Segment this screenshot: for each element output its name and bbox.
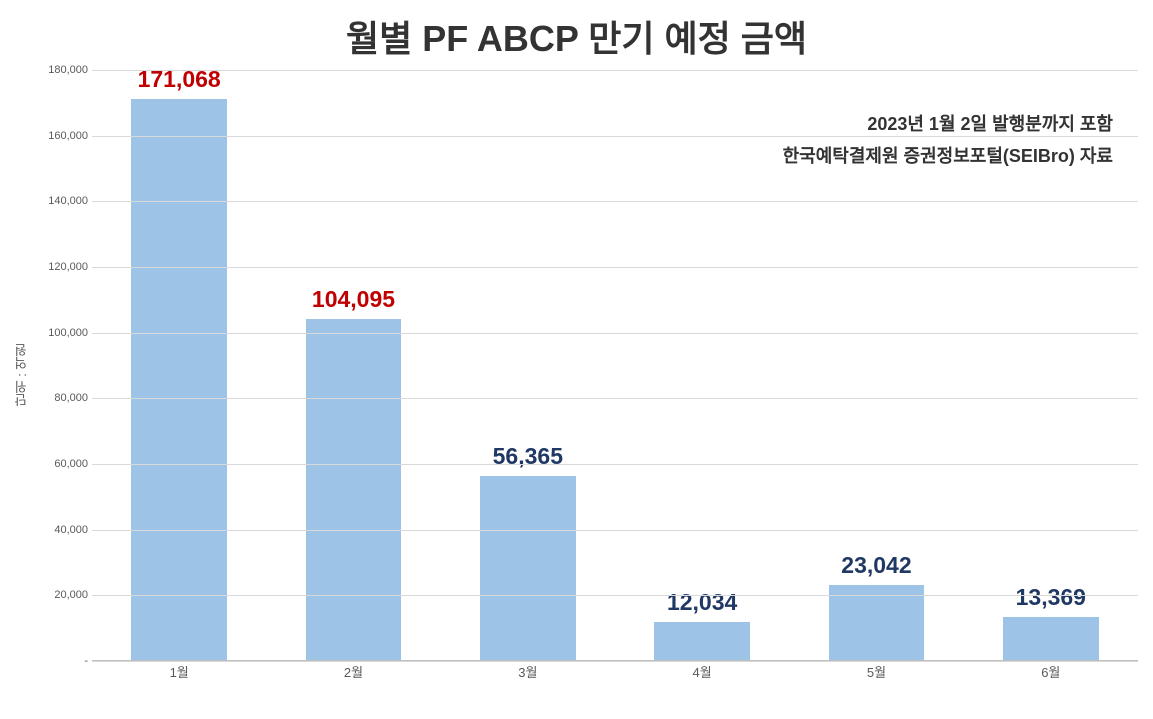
y-tick-label: 100,000 — [48, 327, 88, 339]
gridline — [92, 333, 1138, 334]
chart-title: 월별 PF ABCP 만기 예정 금액 — [0, 0, 1153, 62]
bar-value-label: 104,095 — [312, 286, 395, 313]
y-tick-label: 140,000 — [48, 195, 88, 207]
gridline — [92, 70, 1138, 71]
x-tick-label: 2월 — [266, 662, 440, 681]
bar — [306, 319, 402, 661]
y-tick-label: 40,000 — [54, 524, 88, 536]
annotation-line: 한국예탁결제원 증권정보포털(SEIBro) 자료 — [783, 142, 1113, 168]
bar-slot: 104,095 — [266, 70, 440, 661]
gridline — [92, 267, 1138, 268]
annotation-line: 2023년 1월 2일 발행분까지 포함 — [783, 110, 1113, 136]
x-tick-label: 6월 — [964, 662, 1138, 681]
bar-value-label: 56,365 — [493, 443, 563, 470]
bar — [1003, 617, 1099, 661]
y-tick-label: 20,000 — [54, 589, 88, 601]
y-tick-label: 120,000 — [48, 261, 88, 273]
bar — [829, 585, 925, 661]
bar-value-label: 23,042 — [841, 552, 911, 579]
gridline — [92, 398, 1138, 399]
gridline — [92, 595, 1138, 596]
bar-slot: 171,068 — [92, 70, 266, 661]
y-tick-label: 60,000 — [54, 458, 88, 470]
bar-value-label: 12,034 — [667, 589, 737, 616]
bar — [131, 99, 227, 661]
x-tick-label: 5월 — [789, 662, 963, 681]
x-tick-label: 1월 — [92, 662, 266, 681]
bar — [654, 622, 750, 662]
bar-value-label: 13,369 — [1016, 584, 1086, 611]
x-tick-label: 3월 — [441, 662, 615, 681]
gridline — [92, 530, 1138, 531]
y-tick-label: 160,000 — [48, 130, 88, 142]
gridline — [92, 201, 1138, 202]
x-tick-label: 4월 — [615, 662, 789, 681]
x-labels: 1월2월3월4월5월6월 — [92, 662, 1138, 681]
y-tick-label: - — [84, 655, 88, 667]
y-tick-label: 80,000 — [54, 392, 88, 404]
y-axis-label: 단위 : 억원 — [12, 343, 31, 406]
gridline — [92, 464, 1138, 465]
bar-slot: 12,034 — [615, 70, 789, 661]
annotations: 2023년 1월 2일 발행분까지 포함한국예탁결제원 증권정보포털(SEIBr… — [783, 110, 1113, 174]
y-tick-label: 180,000 — [48, 64, 88, 76]
bar-slot: 56,365 — [441, 70, 615, 661]
bar — [480, 476, 576, 661]
